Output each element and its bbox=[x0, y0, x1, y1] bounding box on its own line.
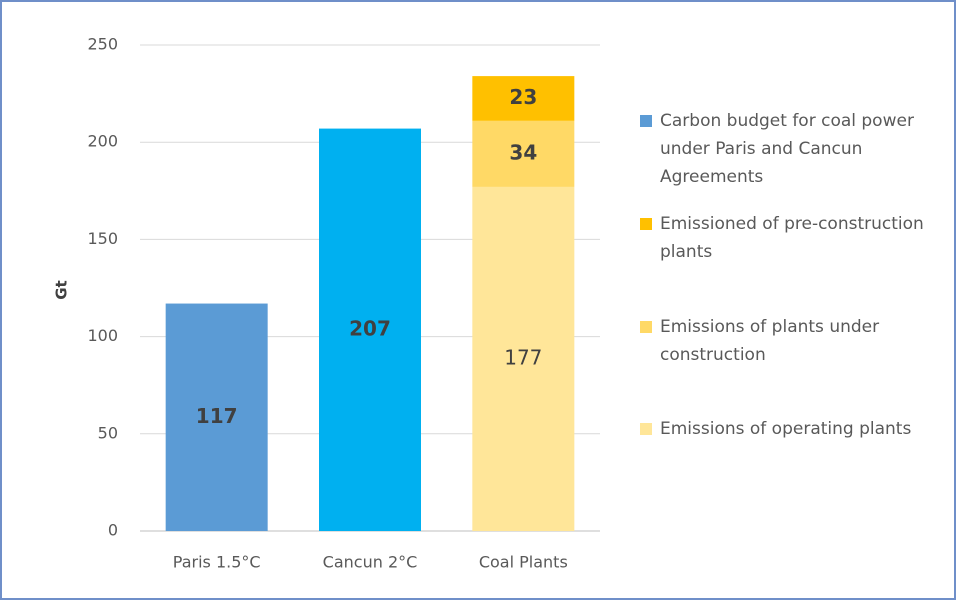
y-tick-label: 100 bbox=[87, 326, 118, 345]
y-axis-title: Gt bbox=[53, 280, 71, 299]
legend-entry: Carbon budget for coal power under Paris… bbox=[638, 107, 950, 191]
x-tick-label: Coal Plants bbox=[479, 553, 568, 572]
legend-label: Emissions of plants under construction bbox=[660, 317, 880, 365]
data-label: 117 bbox=[196, 404, 238, 428]
y-tick-label: 50 bbox=[98, 423, 118, 442]
legend-label: Carbon budget for coal power under Paris… bbox=[660, 111, 914, 187]
data-label: 34 bbox=[509, 140, 537, 164]
bar-segment bbox=[319, 128, 421, 532]
y-tick-label: 0 bbox=[108, 521, 118, 540]
legend-entry: Emissions of operating plants bbox=[638, 415, 950, 443]
legend-swatch bbox=[640, 115, 652, 127]
bar-segment bbox=[472, 120, 575, 187]
bar-segment bbox=[472, 76, 575, 121]
x-tick-label: Cancun 2°C bbox=[323, 553, 418, 572]
data-label: 177 bbox=[504, 345, 542, 369]
y-tick-label: 200 bbox=[87, 132, 118, 151]
bar-segment bbox=[472, 186, 575, 532]
legend-entry: Emissions of plants under construction bbox=[638, 313, 950, 369]
data-label: 207 bbox=[349, 316, 391, 340]
legend-entry: Emissioned of pre-construction plants bbox=[638, 210, 950, 266]
bar-segment bbox=[165, 303, 268, 531]
y-tick-label: 150 bbox=[87, 229, 118, 248]
legend-swatch bbox=[640, 218, 652, 230]
legend-label: Emissions of operating plants bbox=[660, 419, 912, 439]
legend-swatch bbox=[640, 423, 652, 435]
legend-label: Emissioned of pre-construction plants bbox=[660, 214, 924, 262]
x-tick-label: Paris 1.5°C bbox=[173, 553, 261, 572]
data-label: 23 bbox=[509, 85, 537, 109]
legend-swatch bbox=[640, 321, 652, 333]
y-tick-label: 250 bbox=[87, 35, 118, 54]
chart: Gt 0 50 100 150 200 250 Paris 1.5°C 117 Cancun 2… bbox=[53, 35, 600, 572]
